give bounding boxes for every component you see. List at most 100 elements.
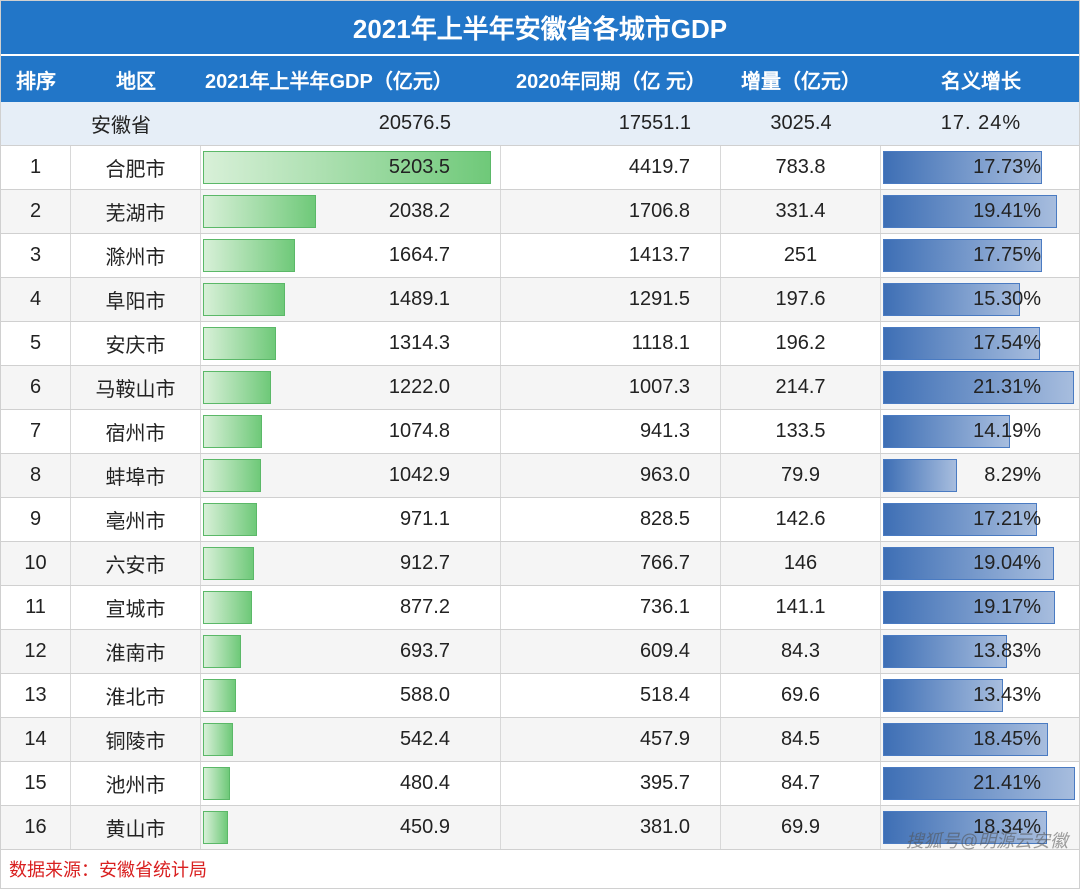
table-title: 2021年上半年安徽省各城市GDP	[1, 1, 1079, 56]
table-row: 3滁州市1664.71413.725117.75%	[1, 234, 1079, 278]
cell-gdp2021: 2038.2	[201, 190, 501, 233]
table-row: 16黄山市450.9381.069.918.34%	[1, 806, 1079, 850]
gdp-value: 1314.3	[389, 332, 450, 355]
growth-value: 15.30%	[973, 288, 1041, 311]
cell-region: 蚌埠市	[71, 454, 201, 497]
cell-inc: 141.1	[721, 586, 881, 629]
gdp-value: 1074.8	[389, 420, 450, 443]
cell-growth: 21.31%	[881, 366, 1080, 409]
table-row: 15池州市480.4395.784.721.41%	[1, 762, 1079, 806]
cell-gdp2021: 542.4	[201, 718, 501, 761]
gdp-bar	[203, 767, 230, 800]
gdp-value: 1042.9	[389, 464, 450, 487]
cell-inc: 196.2	[721, 322, 881, 365]
cell-growth: 18.34%	[881, 806, 1080, 849]
data-source: 数据来源：安徽省统计局	[1, 850, 1079, 888]
table-row: 12淮南市693.7609.484.313.83%	[1, 630, 1079, 674]
col-inc: 增量（亿元）	[721, 65, 881, 94]
gdp-bar	[203, 503, 257, 536]
gdp-value: 1664.7	[389, 244, 450, 267]
gdp-bar	[203, 239, 295, 272]
table-row: 14铜陵市542.4457.984.518.45%	[1, 718, 1079, 762]
cell-growth: 13.83%	[881, 630, 1080, 673]
gdp-value: 2038.2	[389, 200, 450, 223]
growth-value: 17.54%	[973, 332, 1041, 355]
cell-growth: 19.04%	[881, 542, 1080, 585]
gdp-bar	[203, 635, 241, 668]
cell-region: 淮南市	[71, 630, 201, 673]
cell-gdp2020: 1291.5	[501, 278, 721, 321]
cell-rank: 14	[1, 718, 71, 761]
cell-gdp2020: 1706.8	[501, 190, 721, 233]
cell-rank: 2	[1, 190, 71, 233]
cell-gdp2021: 450.9	[201, 806, 501, 849]
table-row: 5安庆市1314.31118.1196.217.54%	[1, 322, 1079, 366]
summary-region: 安徽省	[1, 109, 201, 138]
cell-gdp2021: 588.0	[201, 674, 501, 717]
summary-growth: 17. 24%	[881, 112, 1080, 135]
cell-inc: 142.6	[721, 498, 881, 541]
col-rank: 排序	[1, 65, 71, 94]
table-row: 4阜阳市1489.11291.5197.615.30%	[1, 278, 1079, 322]
cell-gdp2020: 1007.3	[501, 366, 721, 409]
cell-growth: 8.29%	[881, 454, 1080, 497]
cell-gdp2021: 1489.1	[201, 278, 501, 321]
cell-gdp2020: 1413.7	[501, 234, 721, 277]
cell-inc: 133.5	[721, 410, 881, 453]
cell-rank: 1	[1, 146, 71, 189]
col-gdp2021: 2021年上半年GDP（亿元）	[201, 65, 501, 94]
growth-value: 17.75%	[973, 244, 1041, 267]
cell-growth: 17.75%	[881, 234, 1080, 277]
cell-gdp2021: 480.4	[201, 762, 501, 805]
cell-rank: 15	[1, 762, 71, 805]
cell-gdp2021: 971.1	[201, 498, 501, 541]
gdp-value: 877.2	[400, 596, 450, 619]
cell-growth: 13.43%	[881, 674, 1080, 717]
cell-growth: 21.41%	[881, 762, 1080, 805]
gdp-bar	[203, 723, 233, 756]
cell-growth: 17.21%	[881, 498, 1080, 541]
cell-gdp2020: 736.1	[501, 586, 721, 629]
cell-inc: 214.7	[721, 366, 881, 409]
cell-inc: 331.4	[721, 190, 881, 233]
table-row: 1合肥市5203.54419.7783.817.73%	[1, 146, 1079, 190]
cell-inc: 783.8	[721, 146, 881, 189]
summary-gdp2020: 17551.1	[501, 112, 721, 135]
gdp-value: 588.0	[400, 684, 450, 707]
gdp-bar	[203, 415, 262, 448]
growth-value: 21.41%	[973, 772, 1041, 795]
cell-inc: 84.3	[721, 630, 881, 673]
cell-gdp2020: 963.0	[501, 454, 721, 497]
cell-gdp2020: 609.4	[501, 630, 721, 673]
table-row: 7宿州市1074.8941.3133.514.19%	[1, 410, 1079, 454]
cell-rank: 7	[1, 410, 71, 453]
growth-value: 18.34%	[973, 816, 1041, 839]
growth-bar	[883, 459, 957, 492]
cell-rank: 10	[1, 542, 71, 585]
cell-growth: 14.19%	[881, 410, 1080, 453]
growth-value: 19.41%	[973, 200, 1041, 223]
growth-value: 8.29%	[984, 464, 1041, 487]
cell-gdp2020: 828.5	[501, 498, 721, 541]
cell-gdp2021: 912.7	[201, 542, 501, 585]
cell-gdp2020: 395.7	[501, 762, 721, 805]
gdp-bar	[203, 811, 228, 844]
cell-inc: 69.9	[721, 806, 881, 849]
growth-value: 17.73%	[973, 156, 1041, 179]
col-gdp2020: 2020年同期（亿 元）	[501, 65, 721, 94]
cell-gdp2021: 693.7	[201, 630, 501, 673]
cell-region: 淮北市	[71, 674, 201, 717]
gdp-value: 1222.0	[389, 376, 450, 399]
cell-region: 宣城市	[71, 586, 201, 629]
cell-region: 铜陵市	[71, 718, 201, 761]
cell-region: 芜湖市	[71, 190, 201, 233]
gdp-value: 542.4	[400, 728, 450, 751]
cell-inc: 251	[721, 234, 881, 277]
cell-inc: 84.5	[721, 718, 881, 761]
growth-value: 13.43%	[973, 684, 1041, 707]
gdp-value: 5203.5	[389, 156, 450, 179]
cell-rank: 5	[1, 322, 71, 365]
gdp-value: 971.1	[400, 508, 450, 531]
cell-gdp2020: 1118.1	[501, 322, 721, 365]
gdp-bar	[203, 327, 276, 360]
